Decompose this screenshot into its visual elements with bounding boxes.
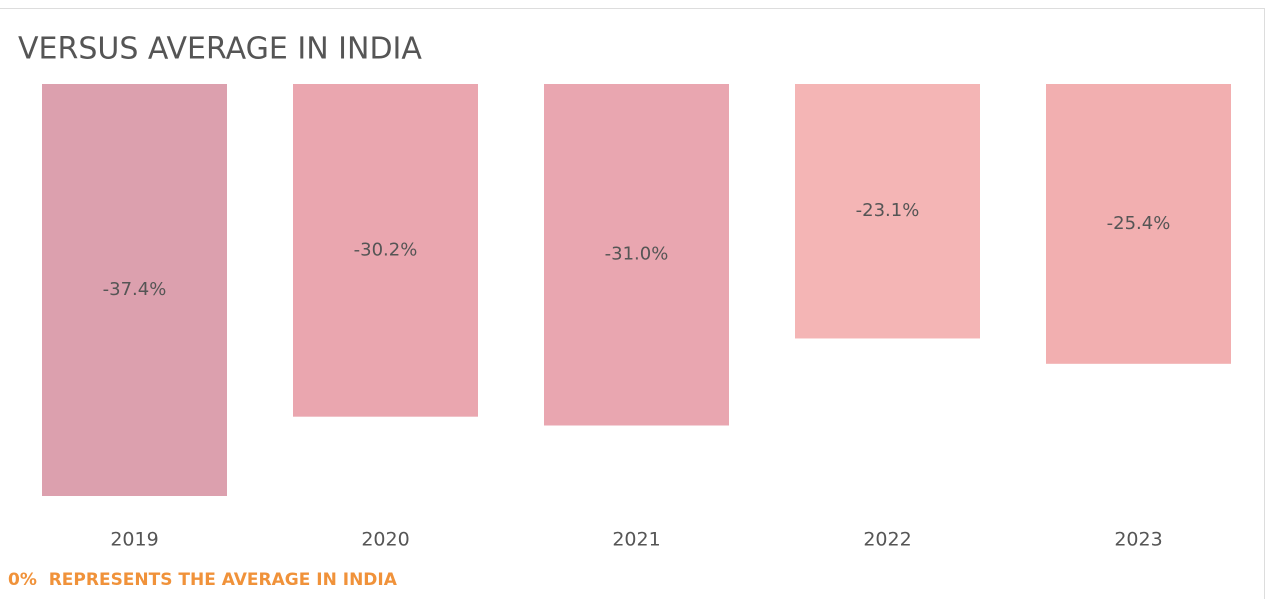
x-tick-label: 2020: [361, 529, 409, 551]
bar: [293, 84, 478, 417]
chart-title: VERSUS AVERAGE IN INDIA: [18, 32, 422, 67]
x-tick-label: 2019: [110, 529, 158, 551]
value-label: -25.4%: [1107, 213, 1171, 234]
x-tick-label: 2023: [1114, 529, 1162, 551]
note: 0% REPRESENTS THE AVERAGE IN INDIA: [8, 570, 398, 590]
value-label: -30.2%: [354, 239, 418, 260]
bar: [42, 84, 227, 496]
x-tick-label: 2022: [863, 529, 911, 551]
value-label: -31.0%: [605, 244, 669, 265]
value-label: -23.1%: [856, 200, 920, 221]
x-tick-label: 2021: [612, 529, 660, 551]
bar: [1046, 84, 1231, 364]
value-label: -37.4%: [103, 279, 167, 300]
bar: [795, 84, 980, 339]
bar: [544, 84, 729, 426]
